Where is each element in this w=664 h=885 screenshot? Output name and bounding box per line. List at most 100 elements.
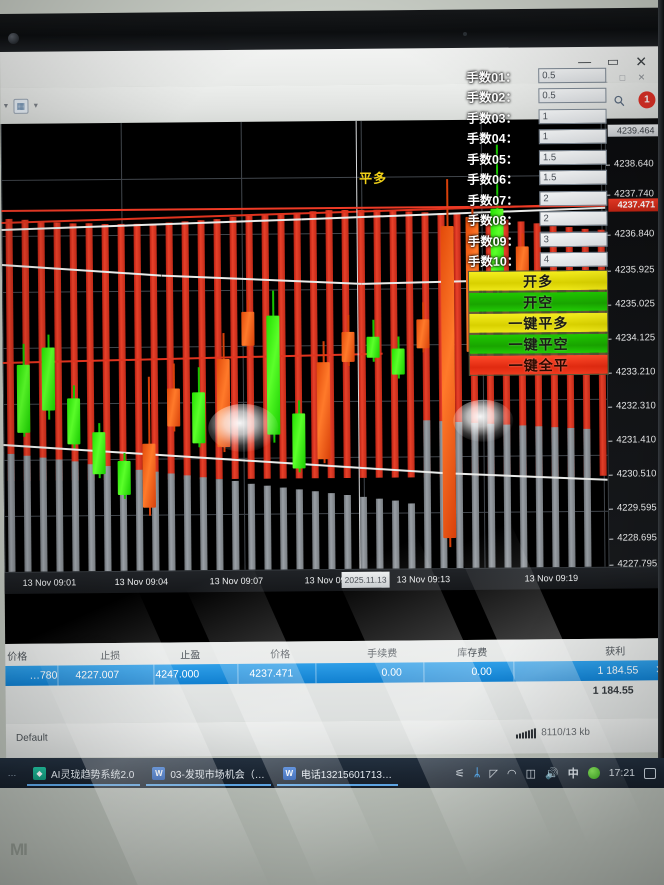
candle-body[interactable] [241, 311, 255, 346]
profile-label: Default [15, 732, 48, 744]
screen-right-bezel [658, 0, 664, 760]
search-icon[interactable]: ⚲ [609, 91, 629, 111]
price-axis[interactable]: 4239.464 4238.640 4237.740 4237.471 4236.840… [604, 118, 664, 570]
start-button[interactable]: … [7, 768, 17, 778]
histogram-bar-grey [71, 461, 80, 572]
time-axis[interactable]: 13 Nov 09:01 13 Nov 09:04 13 Nov 09:07 13 N… [4, 566, 664, 594]
lot-size-row-7[interactable]: 手数07： 2 [467, 188, 608, 210]
chevron-down-icon[interactable]: ▼ [2, 102, 10, 110]
lot-size-label-3: 手数03： [466, 111, 519, 126]
lot-size-row-10[interactable]: 手数10： 4 [468, 249, 608, 271]
taskbar-items[interactable]: ◆ AI灵珑趋势系统2.0 W 03-发现市场机会（… W 电话13215601713… [24, 758, 401, 788]
candle-body[interactable] [142, 443, 156, 508]
histogram-bar-grey [23, 455, 32, 572]
candle-body[interactable] [16, 364, 31, 433]
histogram-bar [117, 223, 127, 480]
histogram-bar-grey [503, 424, 512, 568]
order-buttons[interactable]: 开多 开空 一键平多 一键平空 一键全平 [467, 269, 609, 376]
windows-taskbar[interactable]: … ◆ AI灵珑趋势系统2.0 W 03-发现市场机会（… W 电话13215601713… [0, 758, 664, 788]
candle-body[interactable] [41, 347, 56, 412]
lot-size-input-6[interactable]: 1.5 [539, 169, 608, 186]
candle-body[interactable] [391, 348, 405, 375]
taskbar-item-3[interactable]: W 电话13215601713… [274, 758, 401, 788]
notification-badge[interactable]: 1 [638, 91, 656, 109]
table-cell-divider [513, 661, 515, 682]
price-axis-label: 4235.925 [614, 264, 655, 276]
time-axis-label: 13 Nov 09:04 [114, 576, 169, 588]
table-cell-divider [423, 662, 425, 683]
candle-body[interactable] [440, 225, 457, 539]
lot-size-row-5[interactable]: 手数05： 1.5 [467, 147, 608, 169]
table-header-cell: 库存费 [457, 647, 488, 660]
candle-body[interactable] [92, 431, 106, 474]
grid-icon[interactable]: ▦ [13, 98, 29, 114]
candle-body[interactable] [292, 412, 306, 469]
lot-size-label-10: 手数10： [467, 254, 520, 270]
clock[interactable]: 17:21 [608, 767, 635, 779]
sync-icon[interactable] [587, 767, 600, 779]
histogram-bar-grey [103, 465, 112, 572]
lot-size-input-5[interactable]: 1.5 [538, 149, 608, 166]
close-everything-button[interactable]: 一键全平 [468, 353, 609, 376]
mouse-icon[interactable]: ◸ [489, 767, 498, 780]
candle-body[interactable] [416, 318, 430, 349]
histogram-bar-grey [279, 487, 288, 570]
lot-size-row-9[interactable]: 手数09： 3 [468, 229, 608, 251]
lot-size-input-10[interactable]: 4 [539, 251, 608, 268]
open-short-button[interactable]: 开空 [468, 290, 609, 313]
open-long-button[interactable]: 开多 [467, 269, 609, 292]
candle-body[interactable] [191, 392, 206, 444]
toolbar-left-group[interactable]: ▼ ▦ ▼ [2, 98, 40, 114]
lot-size-row-2[interactable]: 手数02： 0.5 [466, 85, 607, 107]
notification-icon[interactable] [644, 767, 656, 779]
price-axis-label: 4236.840 [614, 228, 655, 240]
candle-body[interactable] [166, 388, 181, 427]
candle-body[interactable] [316, 362, 331, 460]
bezel-sensor-icon [463, 32, 467, 36]
candle-body[interactable] [266, 315, 281, 435]
lot-size-row-3[interactable]: 手数03： 1 [466, 106, 607, 128]
taskbar-item-1[interactable]: ◆ AI灵珑趋势系统2.0 [24, 758, 143, 788]
candle-body[interactable] [366, 336, 380, 358]
order-entry-panel[interactable]: 手数01： 0.5 手数02： 0.5 手数03： 1 手数04： 1 手数05： 1.5 手数06… [466, 65, 609, 376]
table-cell-divider [153, 664, 155, 685]
price-axis-label: 4238.640 [613, 158, 654, 170]
close-button[interactable]: ✕ [635, 53, 648, 70]
lot-size-input-9[interactable]: 3 [539, 231, 608, 248]
lot-size-input-1[interactable]: 0.5 [538, 67, 607, 84]
lot-size-row-1[interactable]: 手数01： 0.5 [466, 65, 607, 87]
lot-size-row-4[interactable]: 手数04： 1 [467, 126, 607, 148]
table-header-cell: 获利 [605, 646, 626, 658]
bluetooth-icon[interactable]: ᛦ [473, 767, 481, 779]
histogram-bar-grey [359, 497, 368, 569]
candle-body[interactable] [341, 332, 355, 362]
close-all-short-button[interactable]: 一键平空 [468, 332, 609, 355]
wifi-icon[interactable]: ◠ [507, 767, 517, 780]
usb-icon[interactable]: ⚟ [455, 767, 465, 780]
histogram-bar-grey [471, 422, 480, 568]
system-tray[interactable]: ⚟ ᛦ ◸ ◠ ◫ 🔊 中 17:21 [455, 765, 664, 781]
table-cell-divider [315, 663, 317, 684]
candle-body[interactable] [216, 358, 231, 448]
lot-size-row-8[interactable]: 手数08： 2 [467, 208, 608, 230]
lot-size-input-2[interactable]: 0.5 [538, 87, 607, 104]
histogram-bar-grey [295, 489, 304, 570]
close-all-long-button[interactable]: 一键平多 [468, 311, 609, 334]
screen-content: — ▭ ✕ _ □ ✕ ▼ ▦ ▼ ⚲ 1 平多 4239.464 4238.64… [0, 46, 664, 760]
lot-size-input-4[interactable]: 1 [538, 128, 607, 145]
battery-icon[interactable]: ◫ [525, 767, 537, 780]
lot-size-input-3[interactable]: 1 [538, 108, 607, 125]
candle-body[interactable] [117, 460, 131, 495]
histogram-bar-grey [55, 459, 64, 572]
lot-size-rows[interactable]: 手数01： 0.5 手数02： 0.5 手数03： 1 手数04： 1 手数05： 1.5 手数06… [466, 65, 608, 271]
taskbar-item-2[interactable]: W 03-发现市场机会（… [143, 758, 273, 788]
volume-icon[interactable]: 🔊 [545, 767, 559, 780]
candle-body[interactable] [67, 398, 81, 445]
chevron-down-icon-2[interactable]: ▼ [32, 102, 40, 110]
maximize-button[interactable]: ▭ [606, 53, 620, 69]
ime-indicator[interactable]: 中 [567, 768, 579, 780]
lot-size-row-6[interactable]: 手数06： 1.5 [467, 167, 608, 189]
lot-size-input-7[interactable]: 2 [539, 190, 608, 207]
lot-size-input-8[interactable]: 2 [539, 210, 608, 227]
